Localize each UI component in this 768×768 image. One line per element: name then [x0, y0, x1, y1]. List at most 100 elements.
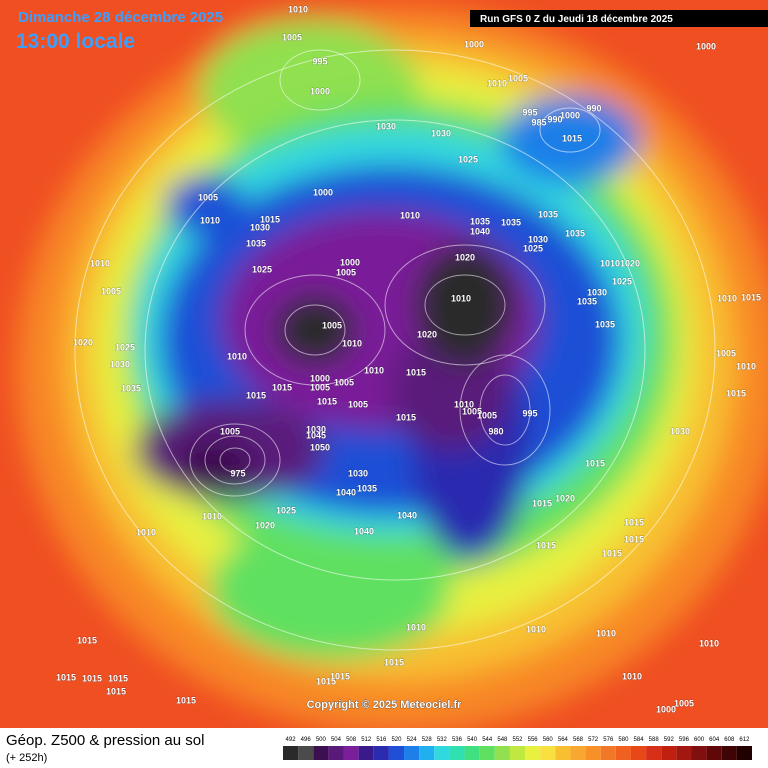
scale-swatch — [570, 746, 586, 760]
pressure-label: 1005 — [198, 192, 218, 202]
scale-swatch — [298, 746, 314, 760]
scale-label: 496 — [301, 737, 312, 743]
pressure-label: 995 — [522, 107, 537, 117]
pressure-label: 1030 — [528, 234, 548, 244]
scale-swatch — [600, 746, 616, 760]
scale-swatch — [373, 746, 389, 760]
pressure-label: 1030 — [306, 424, 326, 434]
pressure-label: 1025 — [523, 243, 543, 253]
pressure-label: 990 — [586, 103, 601, 113]
pressure-label: 1005 — [348, 399, 368, 409]
scale-label: 512 — [361, 737, 372, 743]
scale-label: 536 — [452, 737, 463, 743]
pressure-label: 1030 — [670, 426, 690, 436]
pressure-label: 1020 — [455, 252, 475, 262]
scale-label: 580 — [618, 737, 629, 743]
scale-swatch — [646, 746, 662, 760]
scale-swatch — [691, 746, 707, 760]
pressure-label: 995 — [312, 56, 327, 66]
scale-label: 504 — [331, 737, 342, 743]
pressure-label: 1010 — [288, 4, 308, 14]
pressure-label: 1035 — [538, 209, 558, 219]
pressure-label: 1015 — [585, 458, 605, 468]
pressure-label: 1040 — [354, 526, 374, 536]
pressure-label: 1040 — [336, 487, 356, 497]
scale-swatch — [434, 746, 450, 760]
scale-label: 604 — [709, 737, 720, 743]
pressure-label: 1010 — [202, 511, 222, 521]
scale-label: 576 — [603, 737, 614, 743]
run-box — [470, 10, 768, 27]
scale-label: 492 — [286, 737, 297, 743]
pressure-label: 1010 — [342, 338, 362, 348]
scale-swatch — [464, 746, 480, 760]
pressure-label: 1005 — [310, 382, 330, 392]
pressure-label: 1015 — [396, 412, 416, 422]
scale-swatch — [328, 746, 344, 760]
pressure-label: 1035 — [501, 217, 521, 227]
scale-swatch — [358, 746, 374, 760]
pressure-label: 1030 — [348, 468, 368, 478]
pressure-label: 1005 — [462, 406, 482, 416]
pressure-label: 1035 — [357, 483, 377, 493]
pressure-label: 1050 — [310, 442, 330, 452]
pressure-label: 1035 — [121, 383, 141, 393]
pressure-label: 1015 — [316, 676, 336, 686]
pressure-label: 1015 — [532, 498, 552, 508]
scale-swatch — [419, 746, 435, 760]
scale-swatch — [404, 746, 420, 760]
pressure-label: 990 — [547, 114, 562, 124]
scale-label: 500 — [316, 737, 327, 743]
scale-label: 584 — [634, 737, 645, 743]
pressure-label: 1000 — [696, 41, 716, 51]
pressure-label: 1035 — [565, 228, 585, 238]
pressure-label: 1010 — [717, 293, 737, 303]
pressure-label: 1010 — [699, 638, 719, 648]
color-scale: 492 496 500 504 508 512 516 520 524 528 532 536 540 5… — [283, 737, 752, 760]
scale-swatch — [676, 746, 692, 760]
pressure-label: 975 — [230, 468, 245, 478]
scale-swatch — [388, 746, 405, 760]
scale-label: 564 — [558, 737, 569, 743]
pressure-label: 1010 — [406, 622, 426, 632]
pressure-label: 1025 — [276, 505, 296, 515]
scale-swatch — [615, 746, 631, 760]
isobars — [74, 49, 716, 651]
pressure-label: 1015 — [406, 367, 426, 377]
scale-swatch — [555, 746, 571, 760]
pressure-label: 1040 — [397, 510, 417, 520]
pressure-label: 1010 — [400, 210, 420, 220]
pressure-label: 1015 — [562, 133, 582, 143]
pressure-label: 985 — [531, 117, 546, 127]
scale-label: 600 — [694, 737, 705, 743]
date-title: Dimanche 28 décembre 2025 — [18, 9, 223, 26]
pressure-label: 1010 — [487, 78, 507, 88]
pressure-label: 1005 — [716, 348, 736, 358]
pressure-label: 1005 — [508, 73, 528, 83]
pressure-label: 1005 — [101, 286, 121, 296]
scale-label: 572 — [588, 737, 599, 743]
pressure-label: 1025 — [612, 276, 632, 286]
pressure-label: 1030 — [376, 121, 396, 131]
pressure-label: 1015 — [77, 635, 97, 645]
pressure-label: 1025 — [458, 154, 478, 164]
pressure-label: 1030 — [250, 222, 270, 232]
scale-label: 520 — [391, 737, 402, 743]
scale-label: 596 — [679, 737, 690, 743]
scale-swatch — [661, 746, 677, 760]
pressure-label: 1020 — [255, 520, 275, 530]
scale-swatch — [509, 746, 526, 760]
pressure-label: 1000 — [313, 187, 333, 197]
pressure-label: 1005 — [336, 267, 356, 277]
scale-label: 544 — [482, 737, 493, 743]
pressure-label: 1010 — [600, 258, 620, 268]
pressure-label: 1000 — [560, 110, 580, 120]
scale-label: 548 — [497, 737, 508, 743]
scale-label: 552 — [512, 737, 523, 743]
pressure-label: 1020 — [73, 337, 93, 347]
pressure-label: 1005 — [477, 410, 497, 420]
pressure-label: 1015 — [726, 388, 746, 398]
